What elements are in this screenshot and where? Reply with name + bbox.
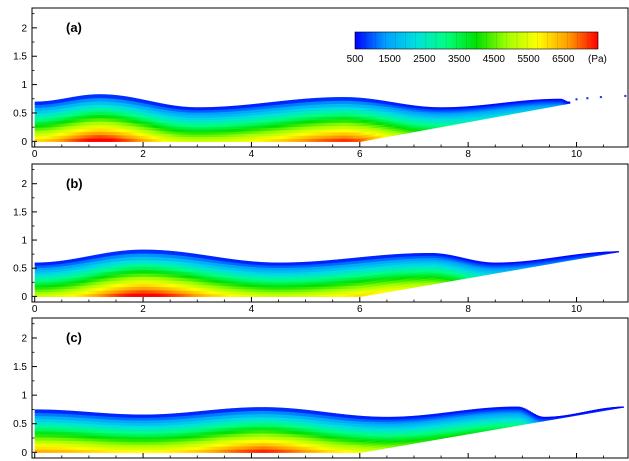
y-tick-label: 0.5 xyxy=(13,264,27,275)
y-tick-label: 1 xyxy=(21,391,27,402)
y-tick-label: 1 xyxy=(21,236,27,247)
fluid-contour xyxy=(34,406,624,453)
panel-label: (a) xyxy=(66,20,82,35)
y-tick-label: 0.5 xyxy=(13,419,27,430)
colorbar-tick-label: 5500 xyxy=(517,54,540,65)
drop-3 xyxy=(624,94,627,98)
drop-0 xyxy=(575,98,578,101)
colorbar-tick-label: 1500 xyxy=(379,54,402,65)
drop-2 xyxy=(599,95,603,99)
x-tick-label: 8 xyxy=(465,149,471,160)
axes-frame xyxy=(31,163,629,303)
x-tick-label: 2 xyxy=(140,149,146,160)
colorbar-tick-label: 6500 xyxy=(552,54,575,65)
x-tick-label: 2 xyxy=(140,304,146,315)
x-tick-label: 0 xyxy=(32,149,38,160)
colorbar-tick-label: 2500 xyxy=(413,54,436,65)
x-tick-label: 0 xyxy=(32,304,38,315)
axes-frame xyxy=(31,7,629,148)
y-tick-label: 2 xyxy=(21,179,27,190)
y-tick-label: 0.5 xyxy=(13,108,27,119)
axes-frame xyxy=(31,317,629,459)
x-tick-label: 4 xyxy=(249,304,255,315)
colorbar: 500 1500 2500 3500 4500 5500 6500 (Pa) xyxy=(347,31,607,65)
colorbar-tick-label: 500 xyxy=(347,54,364,65)
panel-label: (c) xyxy=(66,330,82,345)
colorbar-tick-label: 3500 xyxy=(448,54,471,65)
y-tick-label: 0 xyxy=(21,292,27,303)
drop-1 xyxy=(586,97,589,100)
y-tick-label: 2 xyxy=(21,334,27,345)
x-tick-label: 6 xyxy=(357,149,363,160)
x-tick-label: 10 xyxy=(571,304,583,315)
fluid-contour xyxy=(34,249,619,297)
colorbar-unit: (Pa) xyxy=(588,54,607,65)
panel-b: 0 2 4 6 8 10 0 0.5 1 1.5 2 (b) xyxy=(13,163,629,315)
panel-label: (b) xyxy=(66,176,83,191)
y-tick-label: 0 xyxy=(21,137,27,148)
y-tick-label: 2 xyxy=(21,23,27,34)
y-tick-label: 0 xyxy=(21,448,27,459)
panel-a: 0 2 4 6 8 10 0 0.5 1 1.5 2 (a) 500 1500 2500 3500 4500 55… xyxy=(13,7,629,160)
y-tick-label: 1.5 xyxy=(13,52,27,63)
x-tick-label: 8 xyxy=(465,304,471,315)
colorbar-gradient xyxy=(354,31,599,50)
fluid-contour xyxy=(34,94,571,142)
y-tick-label: 1 xyxy=(21,80,27,91)
x-tick-label: 10 xyxy=(571,149,583,160)
x-tick-label: 6 xyxy=(357,304,363,315)
colorbar-tick-label: 4500 xyxy=(483,54,506,65)
y-tick-label: 1.5 xyxy=(13,207,27,218)
y-tick-label: 1.5 xyxy=(13,362,27,373)
x-tick-label: 4 xyxy=(249,149,255,160)
